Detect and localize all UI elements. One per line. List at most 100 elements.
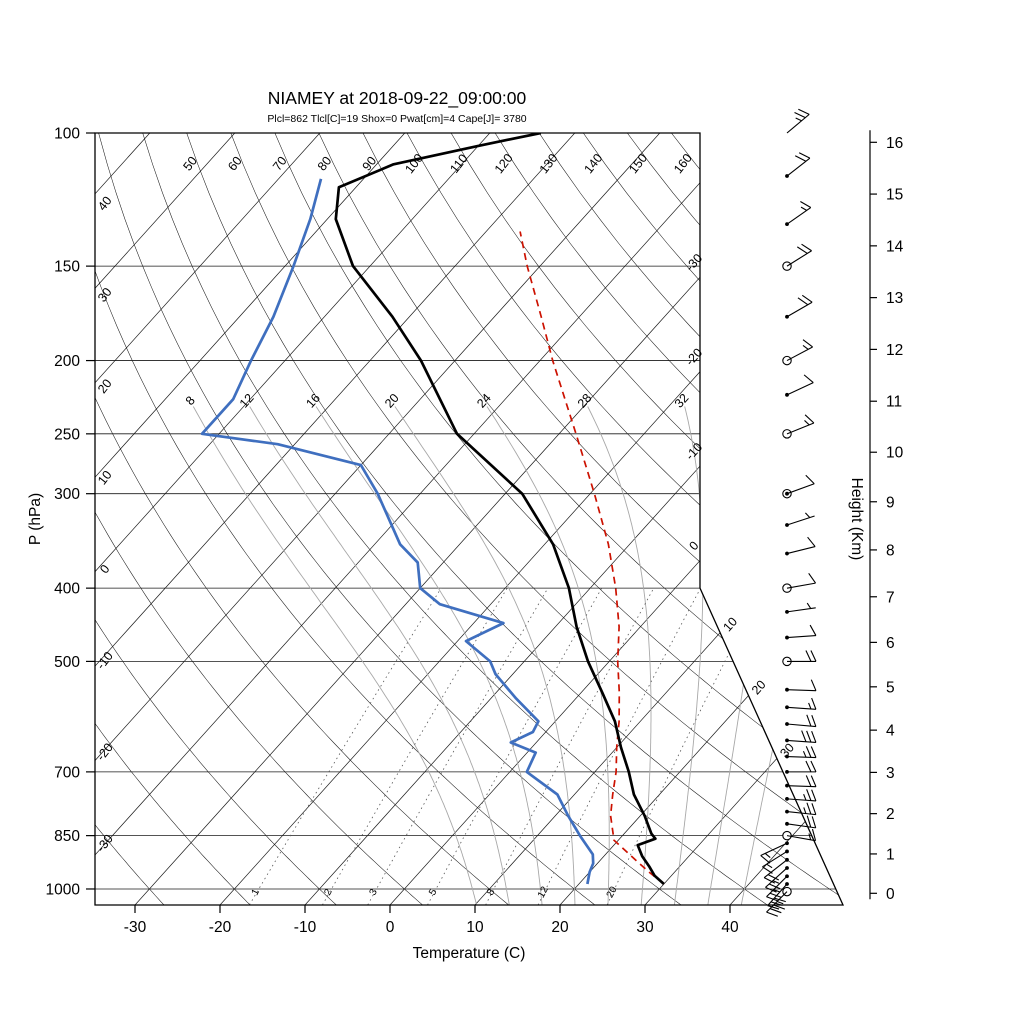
dry-adiabat-line — [627, 133, 843, 905]
height-tick-label: 15 — [886, 187, 903, 204]
dry-adiabat-label: 70 — [270, 154, 290, 174]
wind-barb-feather — [806, 714, 812, 727]
wind-barb-feather — [800, 201, 812, 208]
isotherm-label: 0 — [686, 539, 701, 554]
mixing-ratio-label: 20 — [605, 884, 620, 899]
pressure-tick-label: 850 — [54, 828, 80, 845]
wind-barb-feather — [811, 803, 817, 815]
dry-adiabat-line — [95, 133, 509, 905]
dry-adiabat-label: 40 — [95, 194, 115, 214]
wind-barb-feather — [801, 294, 813, 303]
mixing-ratio-line — [367, 587, 549, 905]
moist-adiabat-line — [486, 406, 610, 905]
wind-barb-feather — [768, 883, 781, 890]
wind-barb-feather — [766, 896, 778, 902]
x-axis-title: Temperature (C) — [413, 945, 526, 962]
moist-adiabat-line — [192, 406, 478, 905]
height-axis-title: Height (Km) — [848, 478, 865, 561]
wind-barb-feather — [798, 152, 811, 159]
isotherm-line — [95, 133, 406, 905]
wind-barb-half-feather — [800, 206, 807, 211]
plot-border — [94, 132, 845, 906]
pressure-tick-label: 150 — [54, 259, 80, 276]
dry-adiabat-label: -20 — [94, 740, 116, 763]
isotherm-line — [729, 133, 843, 905]
wind-barb-half-feather — [804, 420, 810, 426]
moist-adiabat-label: 28 — [575, 391, 595, 411]
dry-adiabat-line — [406, 133, 843, 905]
isotherm-line — [95, 133, 321, 905]
wind-barb-half-feather — [802, 750, 807, 758]
dry-adiabat-label: -10 — [94, 649, 116, 672]
mixing-ratio-line — [485, 587, 655, 905]
wind-barb-feather — [769, 892, 782, 898]
wind-level-dot — [785, 841, 789, 846]
isotherm-label: -10 — [683, 440, 706, 463]
wind-barb-staff — [786, 515, 815, 526]
isotherm-line — [389, 133, 843, 905]
wind-barb-staff — [786, 689, 817, 692]
dry-adiabat-label: 20 — [95, 377, 115, 397]
dry-adiabat-label: 80 — [315, 154, 335, 174]
wind-barb-feather — [801, 243, 812, 252]
wind-barb-feather — [767, 874, 780, 881]
wind-barb-half-feather — [802, 344, 809, 350]
isotherm-line — [95, 133, 746, 905]
wind-barb-staff — [786, 811, 816, 816]
mixing-ratio-line — [606, 587, 763, 905]
mixing-ratio-line — [427, 587, 603, 905]
wind-barb-feather — [811, 828, 817, 841]
dry-adiabat-line — [95, 133, 337, 905]
temperature-tick-label: -30 — [124, 919, 147, 936]
wind-barb-feather — [798, 108, 810, 115]
dry-adiabat-label: 0 — [97, 562, 112, 576]
wind-level-dot — [785, 687, 789, 692]
wind-barb-staff — [786, 607, 816, 613]
wind-barb-feather — [805, 746, 812, 758]
moist-adiabat-label: 32 — [672, 391, 692, 411]
isotherm-line — [95, 133, 236, 905]
pressure-tick-label: 300 — [54, 486, 80, 503]
dry-adiabat-label: 100 — [402, 151, 426, 176]
temperature-tick-label: 40 — [721, 919, 739, 936]
wind-barb-staff — [762, 850, 788, 868]
wind-barb-feather — [770, 901, 783, 906]
wind-barb-staff — [786, 483, 815, 495]
isotherm-label: -20 — [683, 346, 706, 369]
wind-barb-half-feather — [766, 863, 773, 869]
isotherm-label: -30 — [683, 251, 706, 274]
isotherm-line — [219, 133, 843, 905]
dry-adiabat-label: 120 — [492, 151, 516, 176]
wind-barb-half-feather — [808, 833, 812, 840]
wind-barb-feather — [794, 112, 806, 119]
wind-barb-staff — [786, 346, 813, 362]
isotherm-label: 10 — [720, 615, 740, 635]
dry-adiabat-line — [671, 133, 843, 905]
moist-adiabat-label: 20 — [382, 391, 402, 411]
moist-adiabat-label: 16 — [303, 391, 323, 411]
dry-adiabat-line — [450, 133, 843, 905]
wind-barb-half-feather — [808, 702, 812, 710]
wind-barb-half-feather — [776, 900, 784, 905]
isotherm-line — [134, 133, 831, 905]
dry-adiabat-line — [274, 133, 843, 905]
wind-barb-feather — [806, 802, 812, 815]
temperature-curve — [334, 133, 665, 886]
temperature-tick-label: -20 — [209, 919, 232, 936]
height-tick-label: 7 — [886, 589, 895, 606]
wind-barbs — [760, 108, 817, 917]
temperature-tick-label: 20 — [551, 919, 569, 936]
dry-adiabat-label: 140 — [581, 151, 605, 176]
dry-adiabat-label: 160 — [671, 151, 695, 176]
moist-adiabat-line — [394, 406, 576, 905]
wind-barb-staff — [786, 723, 816, 728]
dry-adiabat-label: 60 — [225, 154, 245, 174]
dewpoint-curve — [200, 178, 595, 885]
wind-barb-feather — [769, 908, 782, 914]
wind-level-dot — [785, 754, 789, 759]
wind-barb-staff — [786, 785, 817, 788]
mixing-ratio-line — [322, 587, 508, 905]
dry-adiabat-label: 90 — [360, 154, 380, 174]
height-tick-label: 10 — [886, 445, 904, 462]
isotherm-line — [95, 133, 576, 905]
